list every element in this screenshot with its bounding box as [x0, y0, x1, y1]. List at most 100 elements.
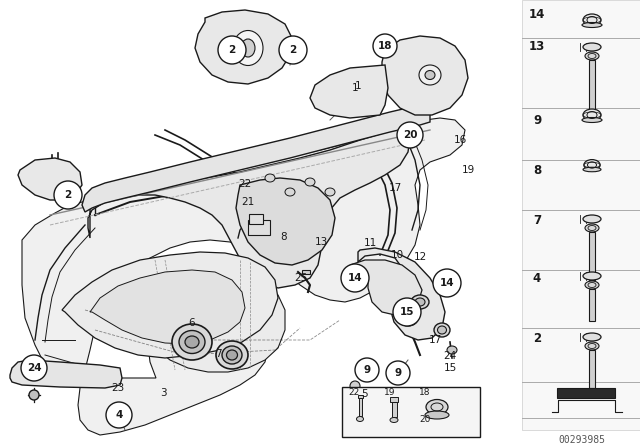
Polygon shape: [22, 118, 465, 435]
Ellipse shape: [585, 281, 599, 289]
Text: 14: 14: [529, 8, 545, 21]
Circle shape: [35, 372, 41, 378]
Text: 11: 11: [364, 238, 376, 248]
Polygon shape: [18, 158, 82, 200]
Text: 5: 5: [362, 389, 368, 399]
Circle shape: [279, 36, 307, 64]
Bar: [248, 220, 270, 235]
Ellipse shape: [447, 346, 457, 354]
Text: 14: 14: [348, 273, 362, 283]
Text: 18: 18: [419, 388, 431, 396]
Ellipse shape: [222, 346, 242, 364]
Polygon shape: [195, 10, 292, 84]
Text: 20: 20: [419, 414, 431, 423]
Text: 7: 7: [214, 349, 221, 359]
Ellipse shape: [582, 22, 602, 27]
Text: 8: 8: [533, 164, 541, 177]
Text: 1: 1: [352, 83, 358, 93]
Bar: [302, 270, 310, 274]
Text: 22: 22: [348, 388, 360, 396]
Ellipse shape: [438, 326, 447, 334]
Ellipse shape: [325, 188, 335, 196]
Polygon shape: [236, 178, 335, 265]
Ellipse shape: [390, 418, 398, 422]
Bar: [390, 397, 398, 402]
Bar: [589, 350, 595, 388]
Ellipse shape: [356, 417, 364, 422]
Circle shape: [373, 34, 397, 58]
Bar: [522, 0, 640, 430]
Ellipse shape: [583, 333, 601, 341]
Circle shape: [54, 181, 82, 209]
Text: 15: 15: [400, 307, 414, 317]
Text: 20: 20: [403, 130, 417, 140]
Ellipse shape: [583, 109, 601, 121]
Circle shape: [393, 298, 421, 326]
Ellipse shape: [411, 295, 429, 309]
Text: 14: 14: [440, 278, 454, 288]
Text: 19: 19: [461, 165, 475, 175]
Polygon shape: [62, 252, 278, 358]
Ellipse shape: [582, 117, 602, 122]
Ellipse shape: [227, 350, 237, 360]
Ellipse shape: [398, 310, 418, 326]
Ellipse shape: [285, 188, 295, 196]
Circle shape: [386, 361, 410, 385]
Polygon shape: [358, 248, 445, 340]
Polygon shape: [90, 270, 245, 344]
Ellipse shape: [216, 341, 248, 369]
Text: 23: 23: [111, 383, 125, 393]
Circle shape: [350, 381, 360, 391]
Text: 8: 8: [281, 232, 287, 242]
Ellipse shape: [233, 30, 263, 65]
Bar: [557, 388, 615, 398]
Text: 9: 9: [364, 365, 371, 375]
Bar: [359, 398, 362, 416]
Circle shape: [106, 402, 132, 428]
Ellipse shape: [419, 65, 441, 85]
Text: 25: 25: [294, 273, 308, 283]
Text: 13: 13: [314, 237, 328, 247]
Polygon shape: [350, 260, 422, 315]
Text: 6: 6: [189, 318, 195, 328]
Ellipse shape: [172, 324, 212, 360]
Text: 12: 12: [413, 252, 427, 262]
Text: 2: 2: [533, 332, 541, 345]
Text: 9: 9: [533, 113, 541, 126]
Text: 24: 24: [27, 363, 42, 373]
Text: 19: 19: [384, 388, 396, 396]
Ellipse shape: [403, 314, 413, 323]
Circle shape: [433, 269, 461, 297]
Ellipse shape: [426, 400, 448, 414]
Bar: [589, 289, 595, 321]
Text: 2: 2: [289, 45, 296, 55]
Text: 2: 2: [228, 45, 236, 55]
Ellipse shape: [583, 215, 601, 223]
Text: 10: 10: [390, 250, 404, 260]
Text: 21: 21: [241, 197, 255, 207]
Circle shape: [218, 36, 246, 64]
Bar: [358, 395, 363, 398]
Ellipse shape: [584, 159, 600, 170]
Ellipse shape: [415, 298, 425, 306]
Polygon shape: [10, 360, 122, 388]
Text: 15: 15: [444, 363, 456, 373]
Ellipse shape: [434, 323, 450, 337]
Polygon shape: [95, 275, 285, 372]
Ellipse shape: [583, 272, 601, 280]
Ellipse shape: [305, 178, 315, 186]
Text: 24: 24: [444, 351, 456, 361]
Ellipse shape: [265, 174, 275, 182]
Text: 4: 4: [533, 271, 541, 284]
Circle shape: [341, 264, 369, 292]
Ellipse shape: [425, 70, 435, 79]
Ellipse shape: [425, 411, 449, 419]
Circle shape: [29, 390, 39, 400]
Bar: [342, 387, 480, 437]
Bar: [392, 402, 397, 417]
Circle shape: [355, 358, 379, 382]
Text: 4: 4: [115, 410, 123, 420]
Bar: [589, 60, 595, 115]
Ellipse shape: [241, 39, 255, 57]
Ellipse shape: [185, 336, 199, 348]
